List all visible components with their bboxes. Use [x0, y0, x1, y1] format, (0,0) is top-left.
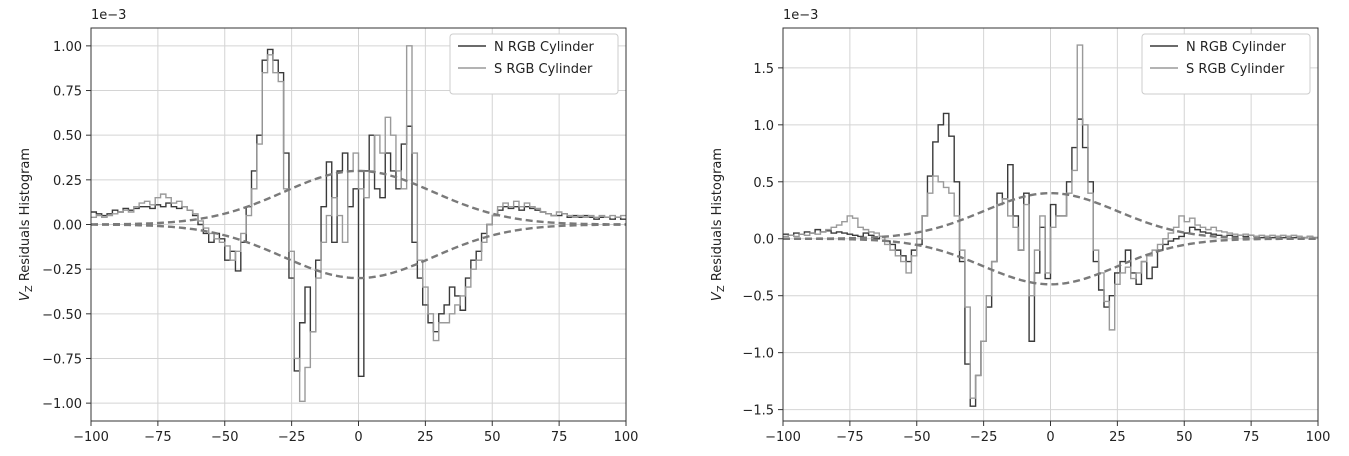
- y-axis-label-rest: Residuals Histogram: [710, 148, 725, 285]
- y-axis-label-main: V: [18, 291, 33, 301]
- y-tick-label: 0.5: [753, 176, 774, 191]
- y-tick-label: −1.00: [42, 397, 82, 412]
- x-tick-label: −100: [73, 430, 109, 445]
- legend-label-s-rgb-cylinder: S RGB Cylinder: [1186, 62, 1285, 77]
- y-tick-label: 0.0: [753, 233, 774, 248]
- legend-box: [1141, 33, 1311, 95]
- chart-panel-right: −100 −75 −50 −25 0 25 50 75 100 −1.5 −1.0 −0.5 0.0 0.…: [710, 8, 1330, 445]
- gaussian-fit-curve-3: [783, 237, 1318, 286]
- y-tick-label: 0.25: [53, 174, 82, 189]
- y-tick-label: 1.0: [753, 119, 774, 134]
- x-tick-label: −75: [144, 430, 171, 445]
- x-tick-label: 25: [417, 430, 434, 445]
- x-tick-label: −50: [903, 430, 930, 445]
- y-tick-label: −0.5: [742, 290, 774, 305]
- x-tick-label: −100: [765, 430, 801, 445]
- x-tick-label: 0: [1046, 430, 1054, 445]
- y-axis-label-main: V: [710, 291, 725, 301]
- x-tick-label: 25: [1109, 430, 1126, 445]
- x-tick-label: 100: [614, 430, 639, 445]
- data-layer: [783, 44, 1318, 407]
- y-tick-label: 0.00: [53, 219, 82, 234]
- y-axis-label-subscript: Z: [24, 285, 35, 292]
- x-tick-label: −50: [211, 430, 238, 445]
- y-axis-label-rest: Residuals Histogram: [18, 148, 33, 285]
- y-tick-label: 1.00: [53, 40, 82, 55]
- legend-label-n-rgb-cylinder: N RGB Cylinder: [1186, 40, 1286, 55]
- y-tick-label: 0.75: [53, 85, 82, 100]
- series-s-rgb-cylinder: [783, 44, 1318, 399]
- x-tick-label: 75: [551, 430, 568, 445]
- gaussian-fit-curve-2: [783, 191, 1318, 240]
- y-offset-text: 1e−3: [91, 8, 126, 23]
- y-tick-label: 0.50: [53, 129, 82, 144]
- x-tick-label: 0: [354, 430, 362, 445]
- x-tick-label: −25: [278, 430, 305, 445]
- y-tick-label: −1.0: [742, 347, 774, 362]
- data-layer: [91, 45, 626, 403]
- y-tick-label: −0.75: [42, 352, 82, 367]
- legend-label-s-rgb-cylinder: S RGB Cylinder: [494, 62, 593, 77]
- y-tick-label: −0.50: [42, 308, 82, 323]
- x-tick-label: 75: [1243, 430, 1260, 445]
- legend: N RGB Cylinder S RGB Cylinder: [1141, 33, 1311, 95]
- series-s-rgb-cylinder: [91, 45, 626, 403]
- y-tick-label: 1.5: [753, 62, 774, 77]
- legend-label-n-rgb-cylinder: N RGB Cylinder: [494, 40, 594, 55]
- y-offset-text: 1e−3: [783, 8, 818, 23]
- legend: N RGB Cylinder S RGB Cylinder: [449, 33, 619, 95]
- x-tick-label: 50: [484, 430, 501, 445]
- series-n-rgb-cylinder: [783, 112, 1318, 407]
- gaussian-fit-curve-3: [91, 223, 626, 280]
- y-tick-label: −1.5: [742, 404, 774, 419]
- y-axis-label: VZ Residuals Histogram: [710, 148, 727, 301]
- x-tick-label: −25: [970, 430, 997, 445]
- chart-panel-left: −100 −75 −50 −25 0 25 50 75 100 −1.00 −0.75 −0.50 −0…: [18, 8, 638, 445]
- legend-box: [449, 33, 619, 95]
- x-tick-label: −75: [836, 430, 863, 445]
- x-tick-label: 100: [1306, 430, 1331, 445]
- y-axis-label-subscript: Z: [716, 285, 727, 292]
- gaussian-fit-curve-2: [91, 169, 626, 226]
- y-axis-label: VZ Residuals Histogram: [18, 148, 35, 301]
- y-tick-label: −0.25: [42, 263, 82, 278]
- x-tick-label: 50: [1176, 430, 1193, 445]
